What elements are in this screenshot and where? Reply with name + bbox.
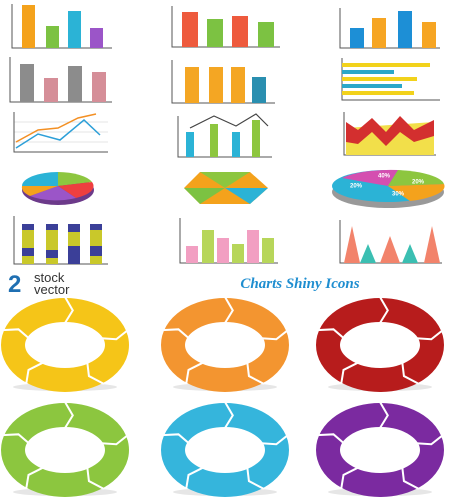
- ring-divider: [86, 362, 105, 385]
- bar-icon: [339, 8, 440, 49]
- ring-divider: [261, 434, 289, 446]
- logo-text: vector: [34, 282, 70, 297]
- triangle-icon: [339, 220, 442, 264]
- ring: [1, 403, 129, 497]
- ring-divider: [379, 296, 389, 324]
- pie-icon: [21, 172, 94, 205]
- ring-divider: [416, 434, 444, 446]
- ring-divider: [261, 329, 289, 341]
- area-icon: [343, 112, 436, 156]
- bar-icon: [179, 218, 278, 264]
- bar-icon: [171, 6, 280, 48]
- ring-divider: [64, 296, 74, 324]
- ring-divider: [185, 361, 204, 384]
- ring-divider: [401, 467, 420, 490]
- ring: [161, 298, 289, 392]
- ring: [316, 298, 444, 392]
- pie-label: 20%: [350, 184, 363, 190]
- ring-divider: [25, 361, 44, 384]
- stacked-icon: [13, 216, 108, 265]
- page-title: Charts Shiny Icons: [240, 276, 359, 292]
- ring-divider: [162, 328, 190, 339]
- ring-divider: [224, 401, 234, 429]
- pie-label: 30%: [392, 192, 405, 198]
- ring-divider: [101, 329, 129, 341]
- ring-divider: [246, 467, 265, 490]
- ring-divider: [379, 401, 389, 429]
- band: [0, 268, 450, 298]
- ring-divider: [101, 434, 129, 446]
- ring-divider: [416, 329, 444, 341]
- ring-divider: [246, 362, 265, 385]
- pie-label: 20%: [412, 180, 425, 186]
- line-icon: [13, 112, 108, 153]
- bar-line-icon: [177, 113, 272, 158]
- ring-divider: [224, 296, 234, 324]
- ring-divider: [2, 328, 30, 339]
- logo-text: stock: [34, 270, 65, 285]
- ring-divider: [86, 467, 105, 490]
- ring-divider: [340, 466, 359, 489]
- ring-divider: [2, 433, 30, 444]
- bar-icon: [11, 4, 112, 49]
- ring-divider: [162, 433, 190, 444]
- logo-number: 2: [8, 271, 21, 298]
- ring: [1, 298, 129, 392]
- bar-icon: [9, 57, 112, 103]
- ring-divider: [185, 466, 204, 489]
- ring: [161, 403, 289, 497]
- ring-divider: [340, 361, 359, 384]
- hexagon-icon: [184, 172, 268, 204]
- hbar-icon: [341, 58, 440, 101]
- ring-divider: [64, 401, 74, 429]
- ring: [316, 403, 444, 497]
- bar-icon: [171, 60, 275, 104]
- pie-label: 40%: [378, 174, 391, 180]
- ring-divider: [25, 466, 44, 489]
- ring-icons: [1, 296, 444, 497]
- ring-divider: [317, 328, 345, 339]
- ring-divider: [401, 362, 420, 385]
- ring-divider: [317, 433, 345, 444]
- pie-3d-icon: 40% 20% 20% 30%: [332, 169, 445, 208]
